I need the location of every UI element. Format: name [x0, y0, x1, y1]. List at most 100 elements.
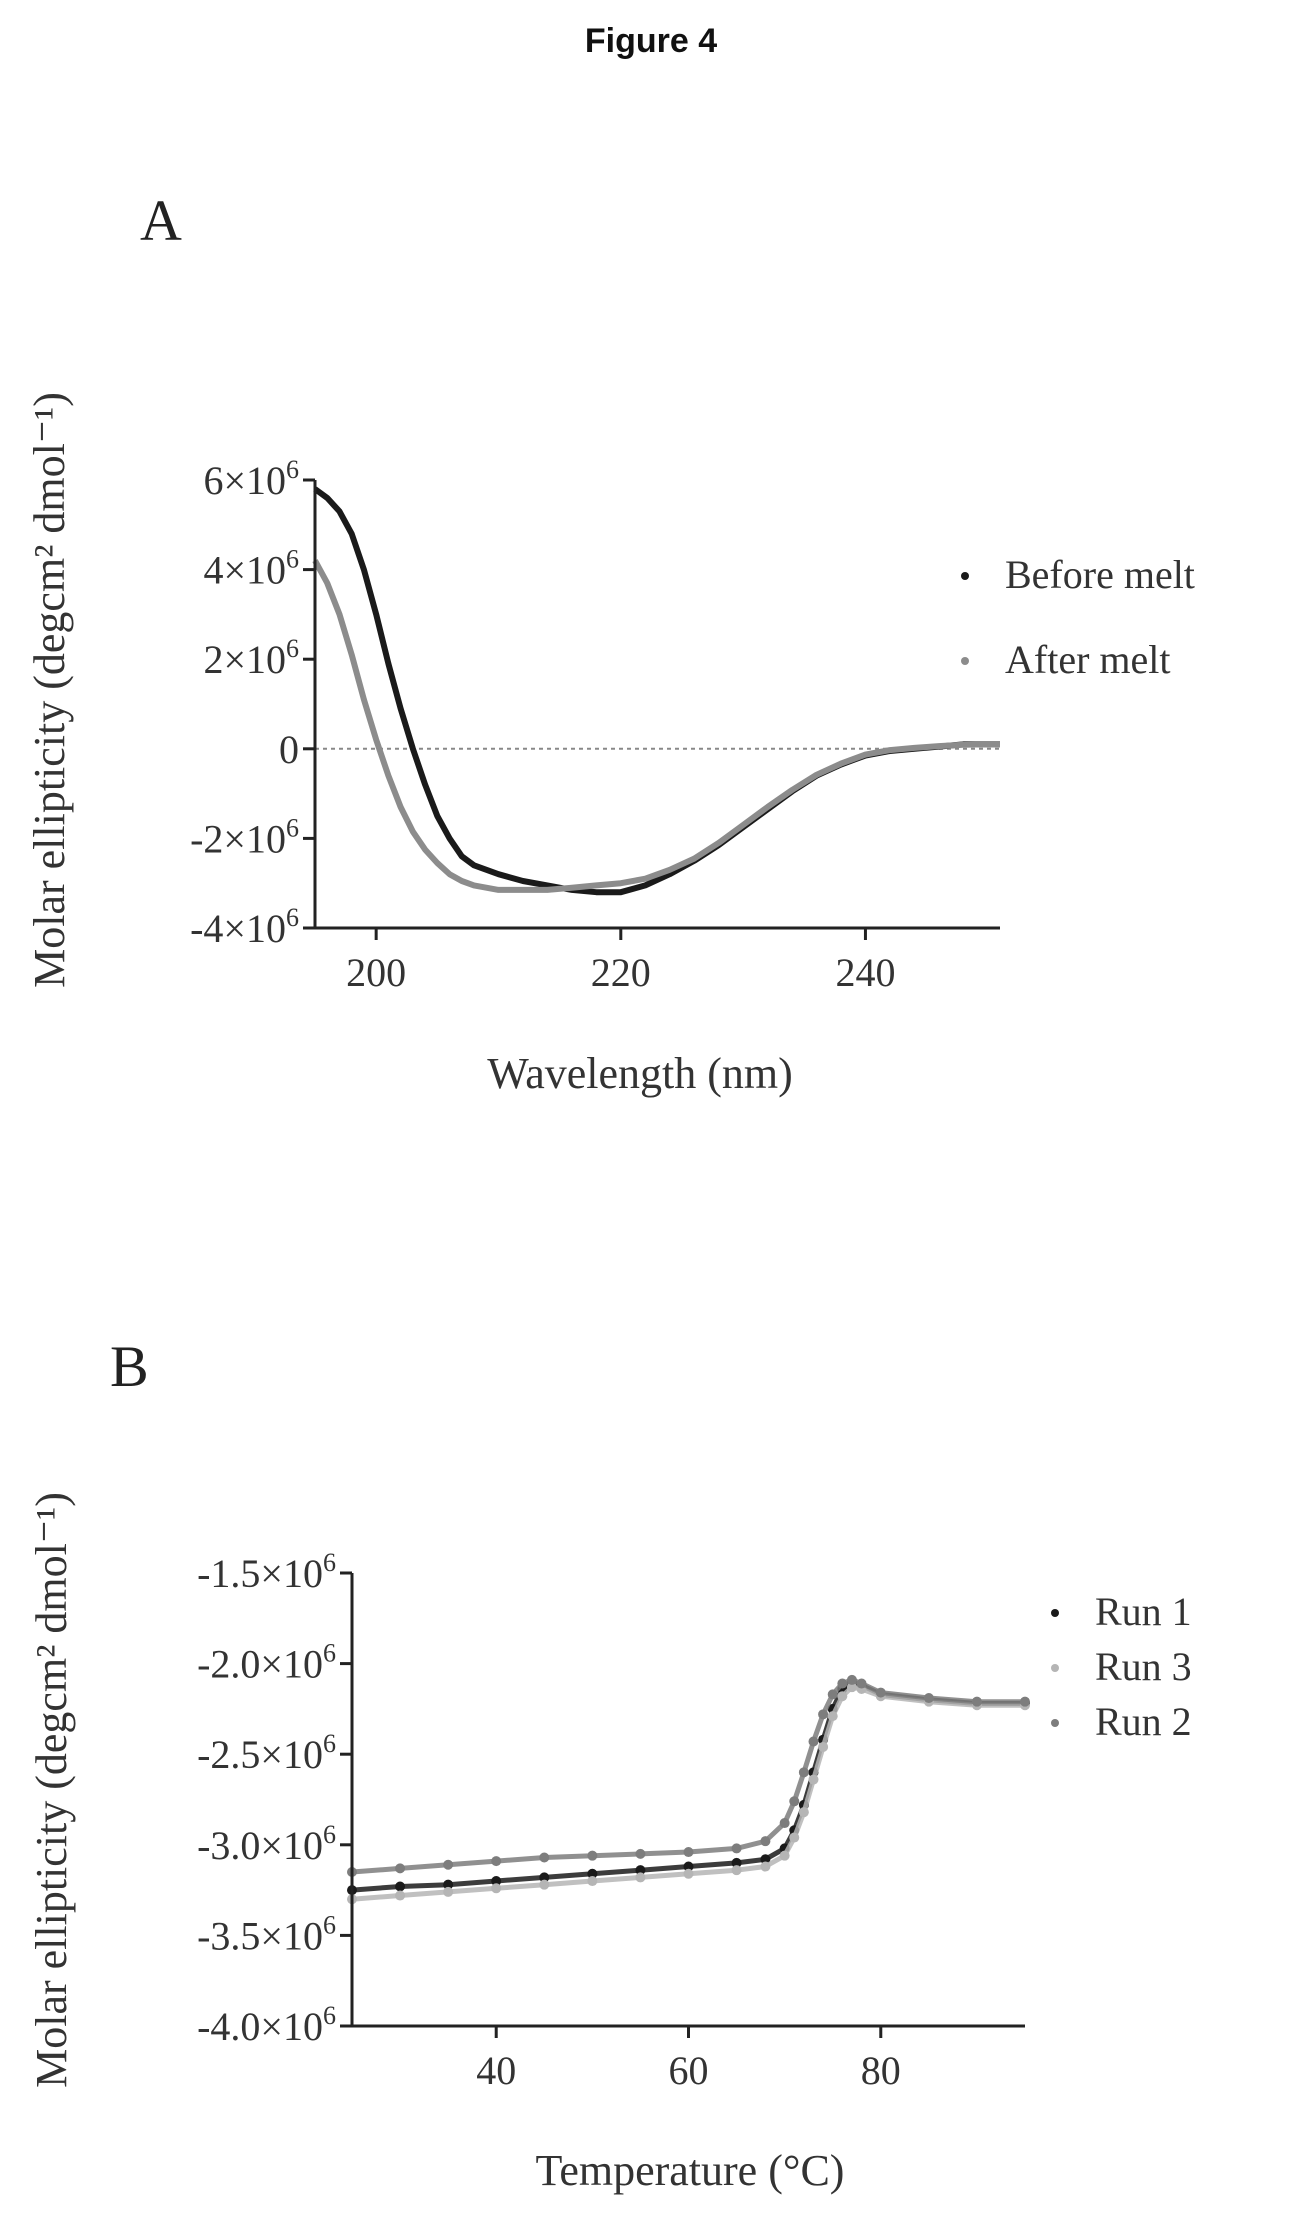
- b-series-3-point: [818, 1709, 829, 1720]
- a-x-tick-label: 240: [835, 950, 895, 995]
- b-series-3-point: [443, 1859, 454, 1870]
- b-series-3-point: [587, 1850, 598, 1861]
- b-y-tick-label: -3.0×106: [197, 1820, 336, 1868]
- b-legend-marker-1: [1051, 1609, 1059, 1617]
- b-series-2-point: [443, 1886, 454, 1897]
- b-y-tick-base: -4.0×10: [197, 2004, 323, 2049]
- a-y-tick-exponent: 6: [286, 813, 299, 842]
- b-x-tick-label: 40: [476, 2048, 516, 2093]
- a-y-tick-label: 0: [279, 727, 299, 772]
- b-y-tick-label: -2.0×106: [197, 1639, 336, 1687]
- a-y-tick-base: 0: [279, 727, 299, 772]
- b-series-1-point: [760, 1854, 771, 1865]
- a-y-tick-exponent: 6: [286, 903, 299, 932]
- b-series-3-point: [827, 1689, 838, 1700]
- b-series-3-point: [789, 1796, 800, 1807]
- b-series-2-point: [587, 1876, 598, 1887]
- a-y-tick-base: 4×10: [203, 548, 286, 593]
- b-series-3-point: [808, 1736, 819, 1747]
- a-x-tick-label: 220: [591, 950, 651, 995]
- b-series-3-point: [923, 1693, 934, 1704]
- b-series-2-point: [818, 1741, 829, 1752]
- a-y-tick-label: 2×106: [203, 634, 299, 682]
- panel-a-series-group: [312, 486, 1000, 896]
- panel-b-y-ticks: -4.0×106-3.5×106-3.0×106-2.5×106-2.0×106…: [197, 1548, 352, 2049]
- b-series-3-point: [971, 1696, 982, 1707]
- b-series-3-point: [798, 1767, 809, 1778]
- panel-b-y-axis-title: Molar ellipticity (degcm² dmol⁻¹): [27, 1492, 76, 2088]
- b-y-tick-base: -3.5×10: [197, 1913, 323, 1958]
- b-y-tick-base: -3.0×10: [197, 1823, 323, 1868]
- b-series-2-point: [731, 1865, 742, 1876]
- a-y-tick-exponent: 6: [286, 545, 299, 574]
- a-y-tick-base: 2×10: [203, 637, 286, 682]
- b-legend-marker-2: [1051, 1664, 1059, 1672]
- b-y-tick-exponent: 6: [323, 1548, 336, 1577]
- a-legend-marker-2: [961, 657, 969, 665]
- b-series-2-point: [789, 1832, 800, 1843]
- b-series-2-point: [846, 1682, 857, 1693]
- b-series-2-point: [837, 1691, 848, 1702]
- b-series-trace-1: [351, 1679, 1025, 1893]
- a-y-tick-label: -2×106: [190, 813, 299, 861]
- a-legend-label-2: After melt: [1005, 637, 1171, 682]
- b-y-tick-base: -1.5×10: [197, 1551, 323, 1596]
- panel-b-legend: Run 1 Run 3 Run 2: [1051, 1589, 1192, 1744]
- b-series-3-point: [491, 1856, 502, 1867]
- b-series-2-point: [827, 1711, 838, 1722]
- b-x-tick-label: 60: [669, 2048, 709, 2093]
- a-x-tick-label: 200: [346, 950, 406, 995]
- b-series-2-point: [760, 1861, 771, 1872]
- b-series-2-point: [683, 1868, 694, 1879]
- a-series-line-1: [313, 486, 1000, 896]
- b-series-3-point: [683, 1847, 694, 1858]
- b-y-tick-label: -1.5×106: [197, 1548, 336, 1596]
- b-series-3-point: [1020, 1696, 1030, 1707]
- panel-a-x-ticks: 200 220 240: [346, 928, 895, 995]
- b-series-2-point: [808, 1774, 819, 1785]
- b-series-2-point: [491, 1883, 502, 1894]
- b-series-1-point: [635, 1865, 646, 1876]
- panel-a-label: A: [140, 188, 182, 253]
- figure-title: Figure 4: [585, 22, 717, 60]
- b-series-2-point: [779, 1850, 790, 1861]
- a-y-tick-label: 4×106: [203, 545, 299, 593]
- panel-a-y-axis-title: Molar ellipticity (degcm² dmol⁻¹): [25, 392, 74, 988]
- a-y-tick-base: 6×10: [203, 458, 286, 503]
- a-legend-marker-1: [961, 572, 969, 580]
- b-series-3-point: [837, 1678, 848, 1689]
- panel-b-series-group: [347, 1674, 1030, 1905]
- b-series-3-point: [539, 1852, 550, 1863]
- a-y-tick-exponent: 6: [286, 634, 299, 663]
- b-y-tick-exponent: 6: [323, 1729, 336, 1758]
- b-legend-marker-3: [1051, 1719, 1059, 1727]
- b-series-3-point: [875, 1687, 886, 1698]
- b-y-tick-exponent: 6: [323, 1639, 336, 1668]
- b-legend-label-1: Run 1: [1095, 1589, 1192, 1634]
- panel-b-x-ticks: 40 60 80: [476, 2026, 901, 2093]
- b-series-2-point: [539, 1879, 550, 1890]
- panel-b-x-axis-title: Temperature (°C): [536, 2146, 845, 2195]
- b-y-tick-label: -2.5×106: [197, 1729, 336, 1777]
- b-series-1-point: [587, 1868, 598, 1879]
- b-y-tick-exponent: 6: [323, 2001, 336, 2030]
- b-series-1-point: [491, 1876, 502, 1887]
- b-y-tick-exponent: 6: [323, 1910, 336, 1939]
- b-y-tick-label: -3.5×106: [197, 1910, 336, 1958]
- b-series-2-point: [395, 1890, 406, 1901]
- b-y-tick-base: -2.0×10: [197, 1642, 323, 1687]
- b-series-2-point: [798, 1807, 809, 1818]
- b-series-3-point: [856, 1678, 867, 1689]
- panel-a-x-axis-title: Wavelength (nm): [487, 1049, 793, 1098]
- panel-a-legend: Before melt After melt: [961, 552, 1195, 682]
- a-y-tick-label: 6×106: [203, 455, 299, 503]
- a-y-tick-label: -4×106: [190, 903, 299, 951]
- b-series-1-point: [731, 1857, 742, 1868]
- b-series-3-point: [779, 1818, 790, 1829]
- b-x-tick-label: 80: [861, 2048, 901, 2093]
- panel-b-chart: B -4.0×106-3.5×106-3.0×106-2.5×106-2.0×1…: [27, 1334, 1192, 2195]
- b-series-3-point: [731, 1843, 742, 1854]
- a-y-tick-exponent: 6: [286, 455, 299, 484]
